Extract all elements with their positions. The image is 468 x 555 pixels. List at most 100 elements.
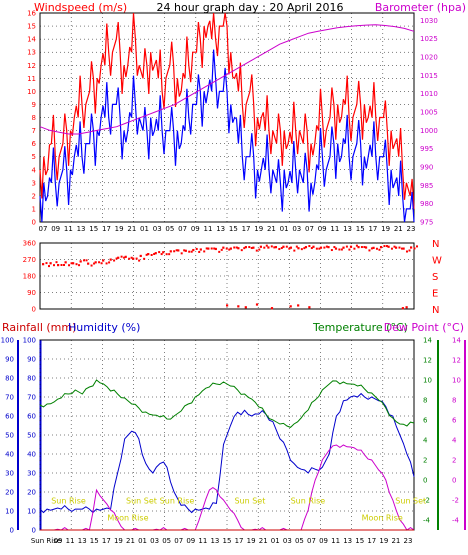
direction-point bbox=[387, 245, 390, 248]
wind-x-tick-label: 11 bbox=[204, 225, 213, 233]
direction-point bbox=[413, 247, 416, 250]
direction-point bbox=[173, 250, 176, 253]
rain-x-tick-label: 09 bbox=[319, 537, 328, 545]
direction-point bbox=[282, 245, 285, 248]
dewpoint-series bbox=[40, 444, 415, 531]
direction-point bbox=[410, 246, 413, 249]
direction-point bbox=[87, 262, 90, 265]
windspeed-tick-label: 4 bbox=[32, 166, 37, 174]
humidity-tick-label: 50 bbox=[27, 432, 36, 440]
direction-point bbox=[355, 244, 358, 247]
direction-point bbox=[270, 245, 273, 248]
windspeed-series bbox=[39, 12, 415, 209]
windspeed-tick-label: 8 bbox=[32, 114, 36, 122]
direction-point bbox=[265, 244, 268, 247]
direction-point bbox=[235, 246, 238, 249]
barometer-tick-label: 1030 bbox=[420, 17, 438, 25]
direction-point-low bbox=[226, 304, 229, 307]
dewpoint-tick-label: 0 bbox=[452, 477, 456, 485]
humidity-tick-label: 30 bbox=[27, 470, 36, 478]
direction-point bbox=[220, 248, 223, 251]
rain-x-tick-label: 09 bbox=[54, 537, 63, 545]
direction-point bbox=[333, 246, 336, 249]
temperature-tick-label: 14 bbox=[423, 337, 432, 345]
direction-point bbox=[123, 256, 126, 259]
direction-point bbox=[124, 255, 127, 258]
sun-moon-annotation: Moon Rise bbox=[107, 514, 148, 523]
direction-point bbox=[198, 250, 201, 253]
direction-point bbox=[258, 248, 261, 251]
direction-point bbox=[100, 262, 103, 265]
dewpoint-tick-label: 12 bbox=[452, 357, 461, 365]
humidity-tick-label: 0 bbox=[32, 527, 36, 535]
humidity-tick-label: 70 bbox=[27, 394, 36, 402]
wind-x-tick-label: 01 bbox=[140, 225, 149, 233]
wind-x-tick-label: 11 bbox=[330, 225, 339, 233]
direction-tick-label: 360 bbox=[23, 240, 36, 248]
direction-point bbox=[192, 248, 195, 252]
humidity-label: Humidity (%) bbox=[68, 321, 140, 334]
barometer-tick-label: 1020 bbox=[420, 54, 438, 62]
rainfall-label: Rainfall (mm) bbox=[2, 321, 76, 334]
direction-point bbox=[393, 245, 396, 248]
direction-point bbox=[349, 245, 353, 248]
windspeed-tick-label: 2 bbox=[32, 192, 36, 200]
dewpoint-tick-label: 2 bbox=[452, 457, 456, 465]
direction-point bbox=[68, 264, 71, 267]
direction-point bbox=[168, 253, 171, 256]
direction-point bbox=[42, 263, 45, 266]
direction-point bbox=[102, 259, 105, 262]
direction-point bbox=[364, 246, 368, 249]
wind-x-tick-label: 11 bbox=[64, 225, 73, 233]
humidity-tick-label: 100 bbox=[23, 337, 36, 345]
direction-point bbox=[108, 261, 111, 264]
barometer-tick-label: 985 bbox=[420, 182, 433, 190]
direction-point bbox=[315, 247, 318, 250]
direction-point bbox=[385, 245, 388, 248]
wind-x-tick-label: 15 bbox=[89, 225, 98, 233]
direction-point bbox=[120, 255, 123, 258]
humidity-series bbox=[39, 392, 415, 514]
direction-point bbox=[408, 249, 411, 252]
wind-x-tick-label: 07 bbox=[305, 225, 314, 233]
barometer-tick-label: 995 bbox=[420, 145, 433, 153]
direction-tick-label: 90 bbox=[27, 289, 36, 297]
windspeed-tick-label: 14 bbox=[27, 36, 36, 44]
windspeed-tick-label: 6 bbox=[32, 140, 37, 148]
wind-x-tick-label: 17 bbox=[368, 225, 377, 233]
direction-point bbox=[160, 253, 163, 256]
barometer-tick-label: 975 bbox=[420, 219, 433, 227]
wind-x-tick-label: 21 bbox=[127, 225, 136, 233]
direction-point bbox=[342, 246, 345, 249]
direction-point-low bbox=[405, 306, 408, 309]
rain-x-tick-label: 15 bbox=[355, 537, 364, 545]
rain-x-tick-label: 21 bbox=[259, 537, 268, 545]
direction-point bbox=[177, 249, 180, 252]
direction-point bbox=[195, 247, 198, 250]
rainfall-tick-label: 90 bbox=[5, 356, 14, 364]
humidity-tick-label: 40 bbox=[27, 451, 36, 459]
windspeed-tick-label: 10 bbox=[27, 88, 36, 96]
direction-point bbox=[205, 247, 208, 250]
humidity-tick-label: 60 bbox=[27, 413, 36, 421]
rain-x-tick-label: 11 bbox=[331, 537, 340, 545]
rainfall-tick-label: 80 bbox=[5, 375, 14, 383]
rain-x-tick-label: 15 bbox=[223, 537, 232, 545]
barometer-label: Barometer (hpa) bbox=[375, 1, 466, 14]
windspeed-tick-label: 7 bbox=[32, 127, 36, 135]
dewpoint-tick-label: 14 bbox=[452, 337, 461, 345]
wind-x-tick-label: 19 bbox=[254, 225, 263, 233]
wind-x-tick-label: 15 bbox=[356, 225, 365, 233]
direction-point bbox=[132, 257, 135, 260]
direction-point bbox=[405, 250, 408, 253]
wind-x-tick-label: 15 bbox=[229, 225, 238, 233]
direction-point bbox=[402, 247, 405, 250]
direction-point bbox=[199, 248, 202, 251]
direction-point bbox=[207, 247, 210, 250]
direction-point bbox=[229, 247, 232, 250]
barometer-tick-label: 1015 bbox=[420, 72, 438, 80]
direction-point-low bbox=[244, 306, 247, 309]
direction-point-low bbox=[308, 306, 311, 309]
direction-point bbox=[158, 251, 161, 254]
